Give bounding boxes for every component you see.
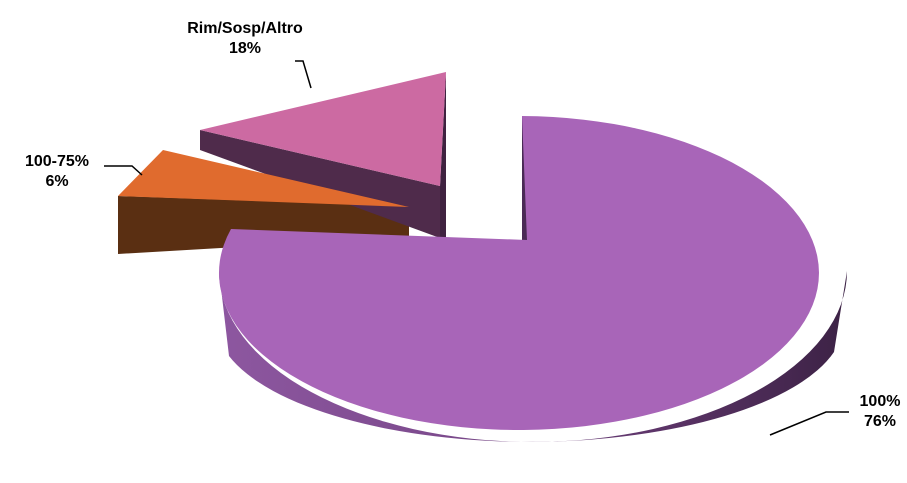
slice-side-rim-outer: [200, 130, 440, 238]
slice-label-rim-name: Rim/Sosp/Altro: [187, 20, 303, 37]
slice-top-100-75: [118, 150, 409, 207]
slice-label-100-75-name: 100-75%: [25, 153, 89, 170]
leader-line-rim: [295, 60, 312, 89]
slice-label-100-value: 76%: [864, 413, 896, 430]
slice-label-rim-value: 18%: [229, 40, 261, 57]
slice-top-rim: [200, 72, 446, 186]
leader-line-100-75: [104, 165, 143, 176]
leader-line-100: [769, 411, 849, 436]
slice-top-100: [218, 116, 819, 430]
slice-label-100-name: 100%: [860, 393, 901, 410]
slice-side-rim-inner: [440, 72, 446, 238]
slice-label-100-75-value: 6%: [45, 173, 68, 190]
